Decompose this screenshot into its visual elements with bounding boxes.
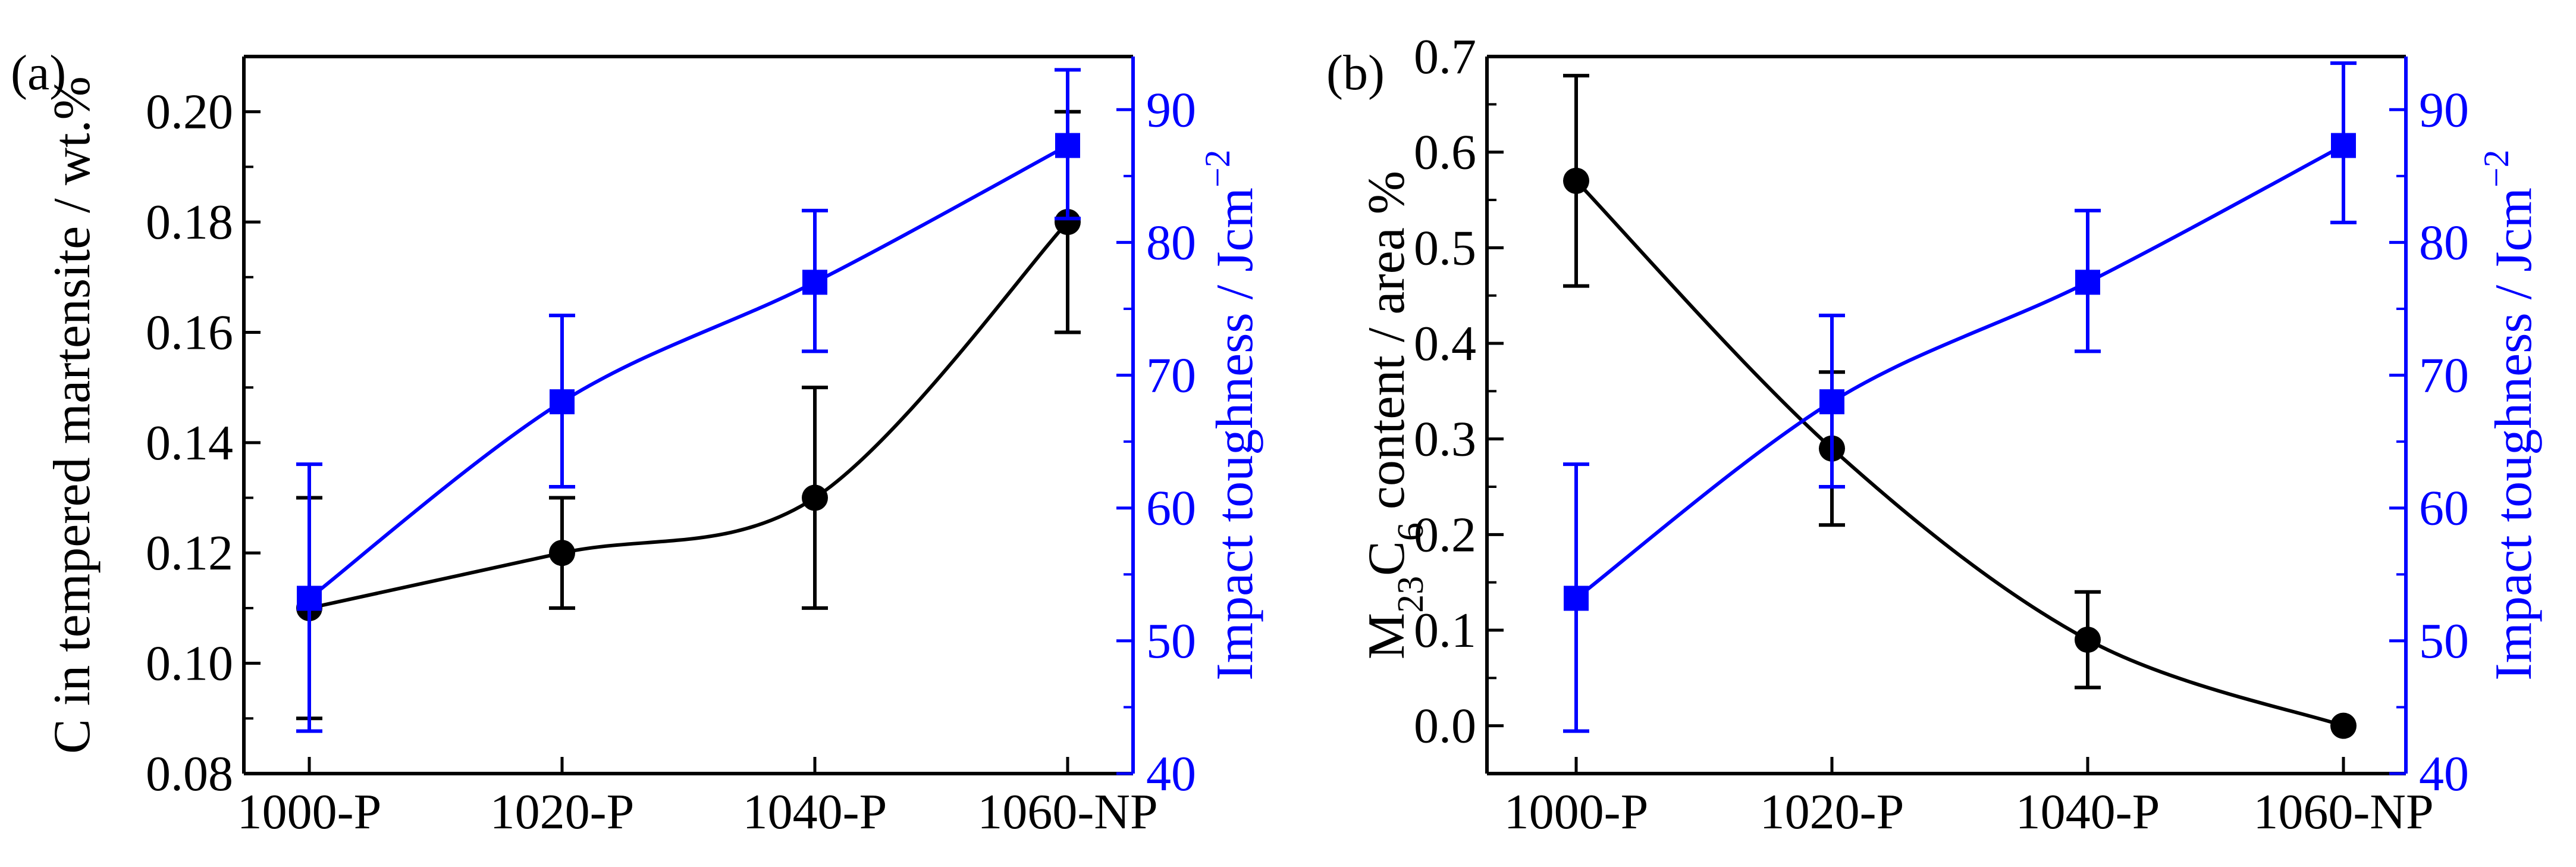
series-line-left [309,221,1069,610]
y-tick-label: 0.6 [1414,125,1476,180]
y2-tick-label: 60 [2419,481,2469,536]
data-point-square [1564,586,1589,611]
series-line-right [308,143,1069,600]
data-point-circle [2330,712,2357,739]
y-tick-label: 0.20 [146,84,233,140]
panel-a: 0.08 0.10 0.12 0.14 0.16 0.18 0.20 40 50 60 70 80 90… [11,45,1264,840]
data-point-square [1055,133,1080,158]
y-axis-title: M23C6 content / area % [1358,171,1431,659]
y-tick-label: 0.12 [146,525,233,581]
y-tick-label: 0.7 [1414,29,1476,84]
data-point-square [550,389,575,415]
x-tick-label: 1000-P [237,784,382,840]
series-line-right [1575,143,2345,600]
data-point-square [802,270,827,295]
y2-tick-label: 80 [1146,215,1196,270]
series-line-left [1574,179,2344,728]
y2-tick-label: 70 [1146,348,1196,403]
y2-tick-label: 40 [2419,746,2469,802]
y-tick-label: 0.08 [146,746,233,802]
y-tick-label: 0.0 [1414,699,1476,754]
y2-tick-label: 80 [2419,215,2469,270]
y-tick-label: 0.16 [146,305,233,360]
y2-axis-title: Impact toughness / Jcm−2 [1198,149,1264,680]
y2-axis-title: Impact toughness / Jcm−2 [2477,149,2543,680]
data-point-square [1819,389,1844,415]
y2-tick-label: 60 [1146,481,1196,536]
data-point-circle [2075,627,2101,653]
y-tick-label: 0.5 [1414,220,1476,276]
x-tick-label: 1060-NP [977,784,1157,840]
y-tick-label: 0.4 [1414,316,1476,371]
data-point-square [2075,270,2100,295]
y2-tick-label: 90 [2419,82,2469,137]
x-tick-label: 1040-P [2016,784,2160,840]
y-tick-label: 0.14 [146,415,233,471]
y-axis-title: C in tempered martensite / wt.% [43,76,101,754]
y2-tick-label: 50 [2419,614,2469,669]
y2-tick-label: 50 [1146,614,1196,669]
data-point-circle [802,484,828,511]
y2-tick-label: 90 [1146,82,1196,137]
y-tick-label: 0.10 [146,636,233,691]
data-point-square [297,586,322,611]
y-tick-label: 0.18 [146,195,233,250]
y-tick-label: 0.2 [1414,507,1476,562]
panel-label: (a) [11,45,66,101]
y-tick-label: 0.1 [1414,603,1476,658]
x-tick-label: 1020-P [1760,784,1904,840]
y-tick-label: 0.3 [1414,412,1476,467]
y2-tick-label: 40 [1146,746,1196,802]
data-point-circle [549,540,575,566]
x-tick-label: 1040-P [743,784,887,840]
data-point-square [2331,133,2356,158]
data-point-circle [1055,209,1081,236]
data-point-circle [1563,167,1589,194]
x-tick-label: 1020-P [490,784,635,840]
panel-b: 0.0 0.1 0.2 0.3 0.4 0.5 0.6 0.7 40 50 60 70 80 90 1000… [1326,29,2543,840]
y2-tick-label: 70 [2419,348,2469,403]
x-tick-label: 1060-NP [2253,784,2433,840]
panel-label: (b) [1326,45,1385,101]
x-tick-label: 1000-P [1504,784,1649,840]
